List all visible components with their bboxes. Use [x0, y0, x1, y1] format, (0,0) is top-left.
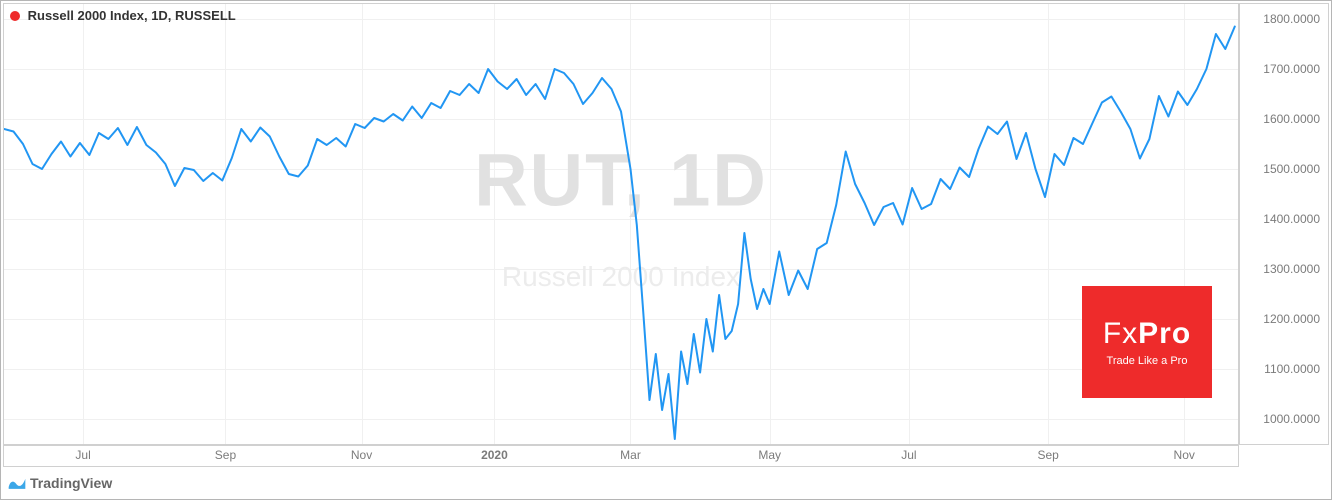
series-dot-icon: [10, 11, 20, 21]
x-tick-label: Sep: [215, 448, 236, 462]
chart-title-row: Russell 2000 Index, 1D, RUSSELL: [10, 8, 236, 23]
footer: TradingView: [3, 469, 1329, 497]
y-tick-label: 1800.0000: [1263, 12, 1320, 26]
x-tick-label: May: [758, 448, 781, 462]
footer-brand[interactable]: TradingView: [30, 475, 112, 491]
y-tick-label: 1100.0000: [1264, 362, 1320, 376]
chart-area: RUT, 1DRussell 2000 Index Russell 2000 I…: [3, 3, 1329, 467]
y-axis[interactable]: 1000.0000 1100.0000 1200.0000 1300.0000 1400…: [1239, 3, 1329, 445]
x-tick-label: 2020: [481, 448, 508, 462]
fxpro-logo: FxPro Trade Like a Pro: [1082, 286, 1212, 398]
logo-tagline: Trade Like a Pro: [1107, 355, 1188, 367]
x-tick-label: Nov: [1174, 448, 1195, 462]
y-tick-label: 1600.0000: [1263, 112, 1320, 126]
x-tick-label: Jul: [901, 448, 916, 462]
y-tick-label: 1400.0000: [1263, 212, 1320, 226]
logo-prefix: Fx: [1103, 317, 1138, 350]
x-tick-label: Mar: [620, 448, 641, 462]
plot-area[interactable]: RUT, 1DRussell 2000 Index Russell 2000 I…: [3, 3, 1239, 445]
x-axis[interactable]: Jul Sep Nov 2020 Mar May Jul Sep Nov: [3, 445, 1239, 467]
x-tick-label: Sep: [1037, 448, 1058, 462]
x-tick-label: Jul: [75, 448, 90, 462]
chart-frame: RUT, 1DRussell 2000 Index Russell 2000 I…: [0, 0, 1332, 500]
logo-text: FxPro: [1103, 317, 1191, 351]
y-tick-label: 1200.0000: [1263, 312, 1320, 326]
y-tick-label: 1300.0000: [1263, 262, 1320, 276]
tradingview-icon: [7, 475, 27, 491]
price-line: [4, 4, 1238, 444]
chart-title: Russell 2000 Index, 1D, RUSSELL: [28, 8, 236, 23]
y-tick-label: 1000.0000: [1263, 412, 1320, 426]
x-tick-label: Nov: [351, 448, 372, 462]
y-tick-label: 1700.0000: [1263, 62, 1320, 76]
logo-bold: Pro: [1138, 317, 1191, 350]
y-tick-label: 1500.0000: [1263, 162, 1320, 176]
